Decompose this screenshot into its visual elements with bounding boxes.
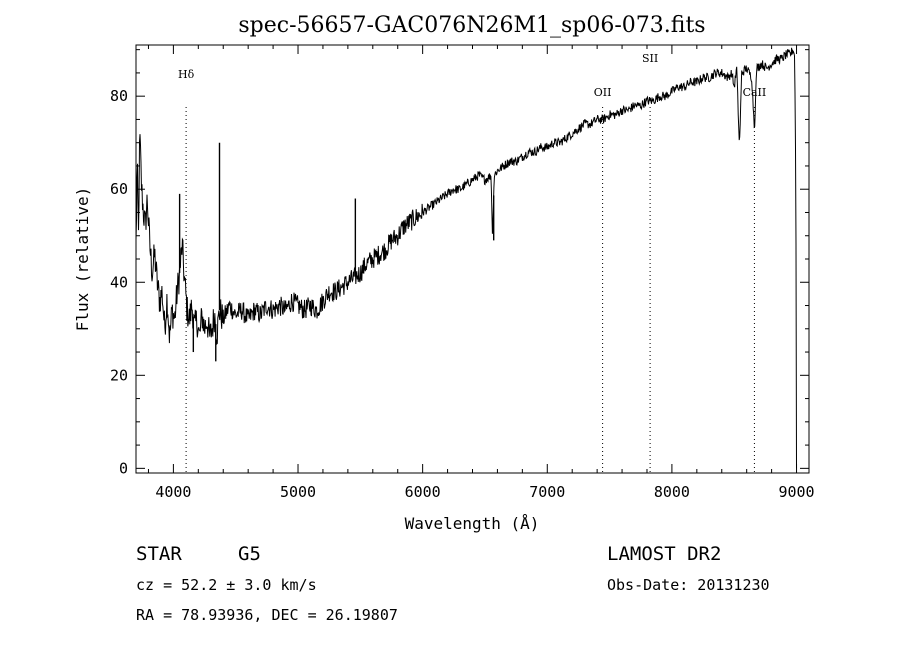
y-tick-label: 0: [119, 459, 128, 477]
chart-title: spec-56657-GAC076N26M1_sp06-073.fits: [238, 13, 705, 38]
survey-name: LAMOST DR2: [607, 543, 721, 565]
x-axis-label: Wavelength (Å): [405, 514, 540, 533]
axis-ticks: 4000 5000 6000 7000 8000 9000 0 20 40 60 80: [110, 45, 815, 501]
y-tick-label: 20: [110, 366, 128, 384]
x-tick-label: 4000: [155, 483, 191, 501]
spectral-line-label: OII: [594, 86, 612, 99]
y-axis-label: Flux (relative): [73, 187, 92, 332]
y-tick-label: 40: [110, 273, 128, 291]
y-tick-label: 60: [110, 180, 128, 198]
spectral-line-label: SII: [642, 52, 658, 65]
observation-date: Obs-Date: 20131230: [607, 576, 770, 594]
spectral-line-markers: Hδ OII SII CaII: [178, 52, 766, 473]
x-tick-label: 8000: [654, 483, 690, 501]
spectrum-series-line: [135, 47, 797, 469]
spectral-line-label: Hδ: [178, 68, 195, 81]
plot-frame: [135, 44, 810, 474]
object-class: STAR: [136, 543, 182, 565]
x-tick-label: 9000: [778, 483, 814, 501]
object-subclass: G5: [238, 543, 261, 565]
spectral-line-label: CaII: [743, 86, 767, 99]
y-tick-label: 80: [110, 87, 128, 105]
sky-coordinates: RA = 78.93936, DEC = 26.19807: [136, 606, 398, 624]
spectrum-spikes: [178, 142, 495, 362]
x-tick-label: 5000: [280, 483, 316, 501]
redshift-value: cz = 52.2 ± 3.0 km/s: [136, 576, 317, 594]
x-tick-label: 7000: [529, 483, 565, 501]
x-tick-label: 6000: [405, 483, 441, 501]
